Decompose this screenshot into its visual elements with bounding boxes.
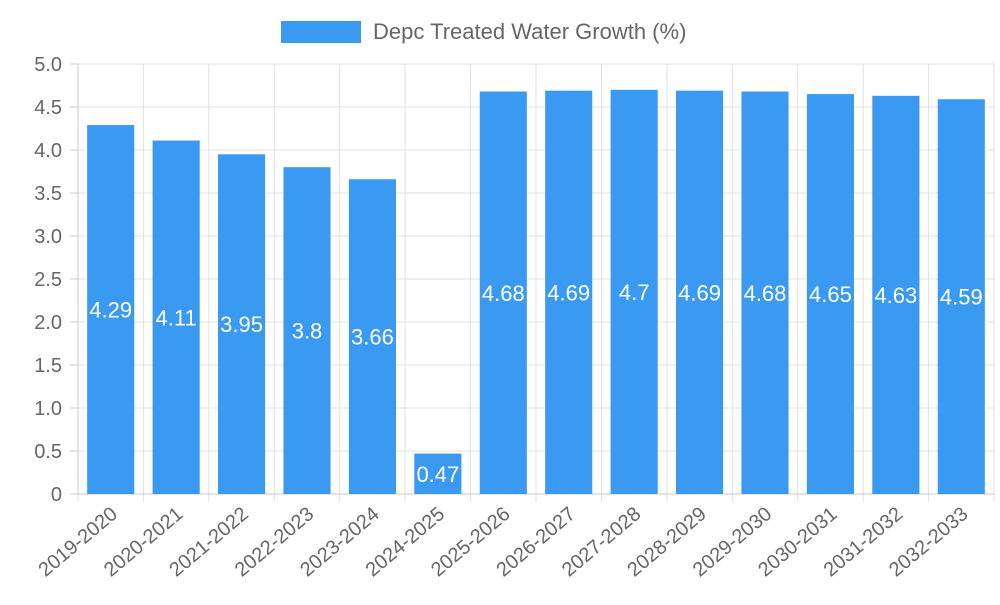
y-tick-label: 0 [51,484,62,506]
bar-2028-2029[interactable] [676,90,724,494]
y-tick-label: 3.0 [34,226,62,248]
bar-2021-2022[interactable] [218,154,266,495]
y-tick-label: 2.0 [34,312,62,334]
y-tick-label: 0.5 [34,441,62,463]
y-tick-label: 3.5 [34,183,62,205]
data-label-2026-2027: 4.69 [547,280,590,305]
y-tick-label: 1.5 [34,355,62,377]
data-label-2020-2021: 4.11 [156,305,197,330]
data-label-2025-2026: 4.68 [482,281,525,306]
data-label-2032-2033: 4.59 [940,285,983,310]
bar-2020-2021[interactable] [152,140,200,495]
data-label-2031-2032: 4.63 [874,283,917,308]
y-tick-label: 2.5 [34,269,62,291]
y-tick-label: 5.0 [34,54,62,76]
bars [87,89,985,495]
y-axis-ticks: 0 0.5 1.0 1.5 2.0 2.5 3.0 3.5 4.0 4.5 5.0 [34,54,62,506]
data-label-2024-2025: 0.47 [416,462,459,487]
bar-2023-2024[interactable] [348,179,396,495]
y-tick-label: 4.5 [34,97,62,119]
data-label-2029-2030: 4.68 [744,281,787,306]
bar-2032-2033[interactable] [937,99,985,494]
bar-2026-2027[interactable] [545,90,593,494]
bar-2030-2031[interactable] [806,94,854,494]
data-label-2028-2029: 4.69 [678,280,721,305]
bar-2029-2030[interactable] [741,91,789,495]
bar-2027-2028[interactable] [610,89,658,495]
y-tick-label: 4.0 [34,140,62,162]
data-label-2023-2024: 3.66 [351,325,394,350]
legend-label[interactable]: Depc Treated Water Growth (%) [373,19,686,44]
legend[interactable]: Depc Treated Water Growth (%) [281,19,686,44]
bar-2025-2026[interactable] [479,91,527,495]
data-label-2019-2020: 4.29 [89,298,132,323]
data-label-2021-2022: 3.95 [220,312,263,337]
data-label-2030-2031: 4.65 [809,282,852,307]
data-label-2022-2023: 3.8 [292,319,323,344]
data-label-2027-2028: 4.7 [619,280,650,305]
legend-swatch[interactable] [281,21,361,43]
data-labels: 4.29 4.11 3.95 3.8 3.66 0.47 4.68 4.69 4.7 4.69 4.… [89,280,982,487]
bar-2022-2023[interactable] [283,167,331,494]
bar-2019-2020[interactable] [87,125,135,494]
x-axis-ticks: 2019-20202020-20212021-20222022-20232023… [35,503,973,581]
gridlines [77,63,995,502]
bar-2024-2025[interactable] [414,453,462,494]
bar-2031-2032[interactable] [872,95,920,494]
y-tick-label: 1.0 [34,398,62,420]
